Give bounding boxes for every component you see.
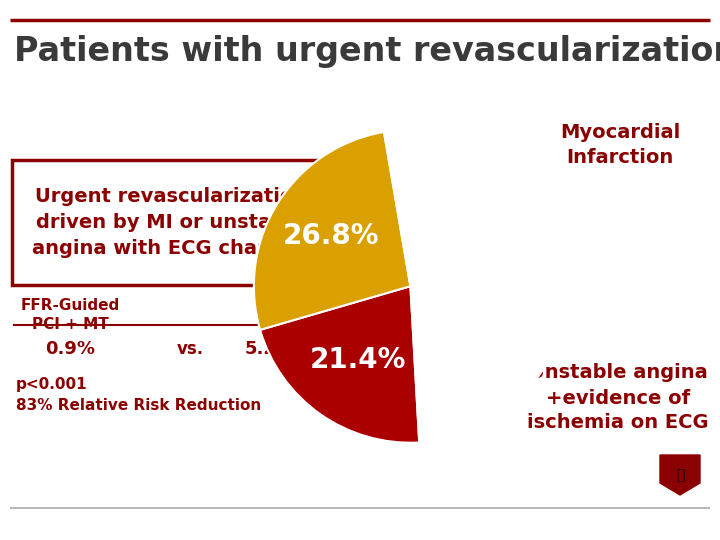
Wedge shape [260,286,419,443]
Polygon shape [660,455,700,495]
Text: 26.8%: 26.8% [282,222,379,251]
Text: p<0.001
83% Relative Risk Reduction: p<0.001 83% Relative Risk Reduction [16,377,261,413]
Text: Patients with urgent revascularization: Patients with urgent revascularization [14,35,720,68]
Text: MT: MT [257,298,283,313]
Text: FFR-Guided
PCI + MT: FFR-Guided PCI + MT [20,298,120,332]
FancyBboxPatch shape [12,160,330,285]
Text: Myocardial
Infarction: Myocardial Infarction [560,123,680,167]
Text: 21.4%: 21.4% [310,346,406,374]
Text: 5.2%: 5.2% [245,340,295,358]
Text: Urgent revascularization
driven by MI or unstable
angina with ECG changes: Urgent revascularization driven by MI or… [32,186,310,259]
Wedge shape [254,132,410,330]
Text: 🌲: 🌲 [676,468,684,482]
Text: 0.9%: 0.9% [45,340,95,358]
Text: Unstable angina
+evidence of
ischemia on ECG: Unstable angina +evidence of ischemia on… [527,363,708,433]
Wedge shape [384,130,567,442]
Text: vs.: vs. [176,340,204,358]
